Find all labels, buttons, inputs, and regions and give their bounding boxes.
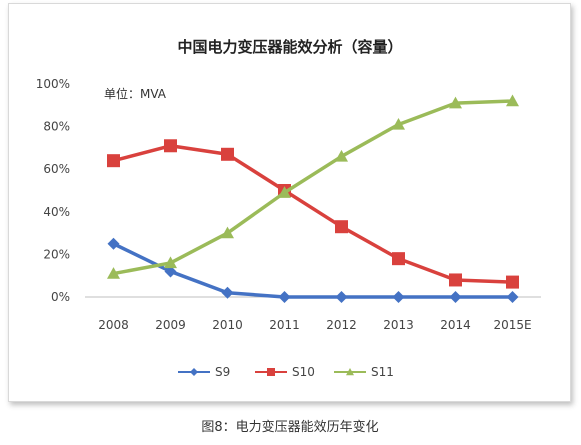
data-point-marker xyxy=(107,267,120,279)
data-point-marker xyxy=(221,147,234,161)
y-tick-label: 100% xyxy=(36,77,70,91)
data-point-marker xyxy=(278,291,291,303)
data-point-marker xyxy=(164,256,177,269)
legend-label: S11 xyxy=(371,365,394,379)
x-tick-label: 2009 xyxy=(155,318,186,332)
data-point-marker xyxy=(392,252,405,266)
y-axis: 0% 20% 40% 60% 80% 100% xyxy=(36,77,70,304)
data-point-marker xyxy=(392,291,405,303)
data-point-marker xyxy=(449,96,462,109)
legend-item-s9: S9 xyxy=(178,365,230,379)
legend: S9 S10 S11 xyxy=(178,365,394,379)
data-point-marker xyxy=(164,139,177,153)
chart-title: 中国电力变压器能效分析（容量） xyxy=(177,38,402,56)
series-s11 xyxy=(107,94,519,279)
data-point-marker xyxy=(506,94,519,107)
x-tick-label: 2011 xyxy=(269,318,300,332)
x-tick-label: 2010 xyxy=(212,318,243,332)
data-point-marker xyxy=(346,368,354,376)
y-tick-label: 80% xyxy=(43,120,70,134)
series-line xyxy=(111,242,515,299)
y-tick-label: 20% xyxy=(43,247,70,261)
y-tick-label: 40% xyxy=(43,205,70,219)
data-point-marker xyxy=(449,291,462,303)
series-line xyxy=(111,99,515,276)
data-point-marker xyxy=(335,149,348,162)
legend-label: S9 xyxy=(215,365,230,379)
x-axis: 2008 2009 2010 2011 2012 2013 2014 2015E xyxy=(98,318,531,332)
data-point-marker xyxy=(107,237,120,250)
data-point-marker xyxy=(449,273,462,287)
data-point-marker xyxy=(164,265,177,278)
x-tick-label: 2015E xyxy=(493,318,531,332)
data-point-marker xyxy=(267,368,275,376)
data-point-marker xyxy=(221,226,234,239)
series-layer xyxy=(107,94,519,303)
data-point-marker xyxy=(278,186,291,198)
x-tick-label: 2013 xyxy=(383,318,414,332)
data-point-marker xyxy=(506,275,519,289)
data-point-marker xyxy=(335,291,348,303)
data-point-marker xyxy=(392,117,405,130)
series-line xyxy=(111,144,515,284)
x-tick-label: 2014 xyxy=(440,318,471,332)
series-s9 xyxy=(107,237,519,303)
x-tick-label: 2008 xyxy=(98,318,129,332)
legend-item-s11: S11 xyxy=(334,365,394,379)
y-tick-label: 60% xyxy=(43,162,70,176)
figure-caption: 图8：电力变压器能效历年变化 xyxy=(201,419,378,435)
data-point-marker xyxy=(107,154,120,168)
legend-item-s10: S10 xyxy=(255,365,315,379)
chart-frame xyxy=(8,3,571,402)
unit-note: 单位：MVA xyxy=(104,86,167,101)
legend-label: S10 xyxy=(292,365,315,379)
series-s10 xyxy=(107,139,519,289)
data-point-marker xyxy=(221,286,234,299)
data-point-marker xyxy=(335,220,348,234)
data-point-marker xyxy=(506,291,519,303)
x-tick-label: 2012 xyxy=(326,318,357,332)
y-tick-label: 0% xyxy=(51,290,70,304)
data-point-marker xyxy=(190,368,198,376)
